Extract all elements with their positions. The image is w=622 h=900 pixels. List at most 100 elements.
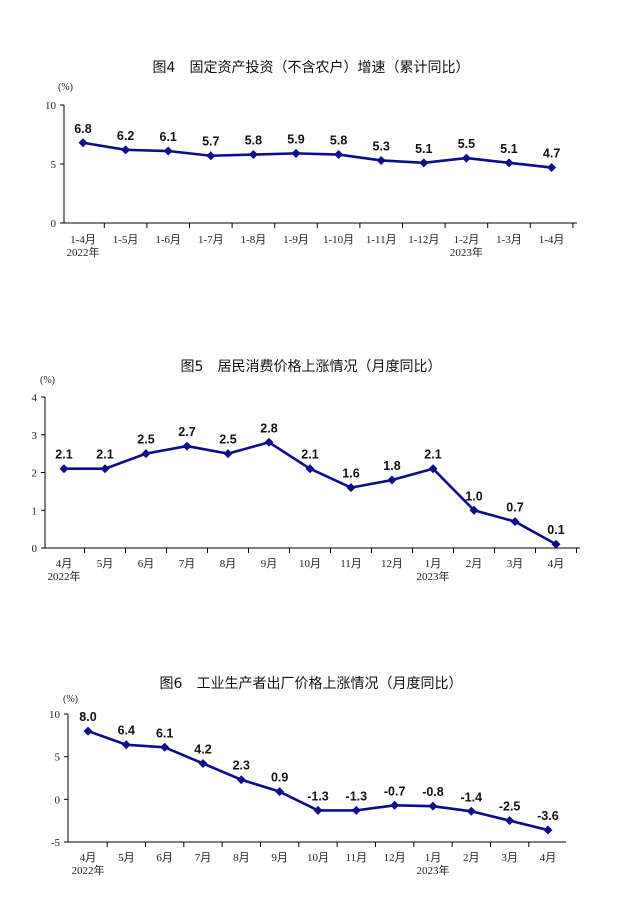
x-tick-label: 4月 (56, 558, 73, 570)
data-point-marker (291, 148, 301, 158)
y-axis-unit: (%) (58, 82, 73, 93)
data-point-marker (351, 805, 361, 815)
data-label: 2.1 (55, 448, 72, 462)
data-label: 4.7 (543, 147, 560, 161)
x-year-label: 2022年 (48, 569, 81, 583)
data-point-marker (469, 505, 479, 515)
x-tick-label: 9月 (271, 852, 288, 864)
y-tick-label: 1 (32, 505, 38, 517)
x-year-label: 2023年 (450, 245, 483, 259)
x-tick-label: 10月 (307, 852, 329, 864)
y-tick-label: 0 (32, 543, 38, 555)
data-point-marker (419, 158, 429, 168)
data-label: 2.1 (301, 448, 318, 462)
x-tick-label: 1-11月 (366, 234, 397, 246)
data-label: -1.3 (307, 789, 329, 803)
data-label: -1.4 (461, 790, 483, 804)
data-label: 5.5 (458, 137, 475, 151)
x-tick-label: 1月 (425, 852, 442, 864)
data-label: 2.1 (96, 448, 113, 462)
data-label: 5.8 (245, 134, 262, 148)
data-label: 0.1 (547, 523, 564, 537)
data-label: 5.1 (415, 142, 432, 156)
x-tick-label: 11月 (346, 852, 368, 864)
x-tick-label: 7月 (195, 852, 212, 864)
y-tick-label: 0 (55, 794, 61, 806)
x-tick-label: 1-6月 (155, 234, 181, 246)
x-tick-label: 9月 (261, 558, 278, 570)
data-point-marker (141, 449, 151, 459)
data-point-marker (163, 146, 173, 156)
y-tick-label: 5 (51, 159, 57, 171)
data-label: 6.1 (156, 726, 173, 740)
data-point-marker (505, 816, 515, 826)
data-label: 1.6 (342, 467, 359, 481)
x-tick-label: 7月 (179, 558, 196, 570)
x-tick-label: 1-9月 (283, 234, 309, 246)
x-tick-label: 12月 (384, 852, 406, 864)
data-label: 0.9 (271, 771, 288, 785)
data-point-marker (466, 806, 476, 816)
x-tick-label: 1-10月 (323, 234, 354, 246)
data-label: 0.7 (506, 501, 523, 515)
x-tick-label: 1-7月 (198, 234, 224, 246)
data-label: 2.1 (424, 448, 441, 462)
data-label: -2.5 (499, 800, 521, 814)
data-point-marker (428, 801, 438, 811)
data-point-marker (428, 464, 438, 474)
x-tick-label: 1-3月 (496, 234, 522, 246)
data-point-marker (121, 740, 131, 750)
data-point-marker (305, 464, 315, 474)
data-point-marker (551, 539, 561, 549)
x-tick-label: 2月 (463, 852, 480, 864)
data-point-marker (198, 758, 208, 768)
data-point-marker (59, 464, 69, 474)
data-point-marker (346, 483, 356, 493)
data-point-marker (543, 825, 553, 835)
data-point-marker (236, 775, 246, 785)
y-axis-unit: (%) (40, 375, 55, 386)
data-point-marker (390, 800, 400, 810)
data-point-marker (461, 153, 471, 163)
data-label: -1.3 (346, 789, 368, 803)
x-tick-label: 10月 (299, 558, 321, 570)
data-point-marker (264, 437, 274, 447)
data-label: 5.3 (373, 139, 390, 153)
data-label: 6.2 (117, 129, 134, 143)
data-point-marker (547, 163, 557, 173)
chart-5-title: 图5 居民消费价格上涨情况（月度同比） (180, 359, 442, 375)
data-label: 5.9 (287, 132, 304, 146)
x-tick-label: 1月 (425, 558, 442, 570)
data-label: 2.3 (233, 759, 250, 773)
data-label: 4.2 (194, 742, 211, 756)
x-tick-label: 4月 (80, 852, 97, 864)
y-tick-label: 2 (32, 468, 38, 480)
x-tick-label: 2月 (466, 558, 483, 570)
data-label: -0.7 (384, 784, 406, 798)
x-tick-label: 4月 (548, 558, 565, 570)
series-line (87, 729, 549, 832)
x-year-label: 2022年 (67, 245, 100, 259)
x-tick-label: 5月 (97, 558, 114, 570)
x-tick-label: 6月 (156, 852, 173, 864)
y-tick-label: 5 (55, 752, 61, 764)
x-tick-label: 1-5月 (113, 234, 139, 246)
data-point-marker (182, 441, 192, 451)
data-point-marker (387, 475, 397, 485)
data-point-marker (78, 138, 88, 148)
data-point-marker (223, 449, 233, 459)
data-point-marker (376, 155, 386, 165)
x-tick-label: 3月 (501, 852, 518, 864)
chart-6-title: 图6 工业生产者出厂价格上涨情况（月度同比） (159, 676, 463, 692)
data-point-marker (100, 464, 110, 474)
data-point-marker (334, 150, 344, 160)
x-tick-label: 1-12月 (408, 234, 439, 246)
y-axis-unit: (%) (63, 694, 78, 705)
data-point-marker (275, 787, 285, 797)
data-label: 1.8 (383, 459, 400, 473)
data-label: 2.7 (178, 425, 195, 439)
data-point-marker (121, 145, 131, 155)
x-tick-label: 8月 (220, 558, 237, 570)
